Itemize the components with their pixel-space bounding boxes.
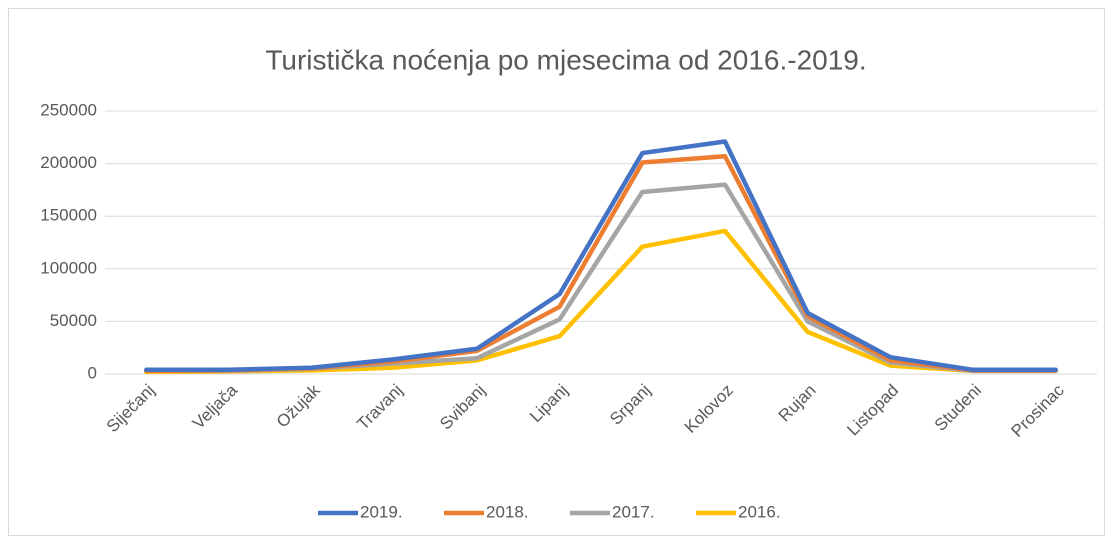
y-tick-label: 50000: [50, 311, 97, 330]
y-tick-label: 250000: [40, 100, 97, 119]
y-tick-label: 150000: [40, 206, 97, 225]
y-tick-label: 200000: [40, 153, 97, 172]
legend-label: 2016.: [738, 502, 781, 521]
series-line: [144, 139, 1058, 373]
legend-label: 2018.: [486, 502, 529, 521]
chart-title: Turistička noćenja po mjesecima od 2016.…: [265, 44, 866, 75]
legend-label: 2019.: [360, 502, 403, 521]
y-tick-label: 0: [88, 363, 97, 382]
y-tick-label: 100000: [40, 258, 97, 277]
legend-label: 2017.: [612, 502, 655, 521]
chart-border: [8, 8, 1105, 536]
